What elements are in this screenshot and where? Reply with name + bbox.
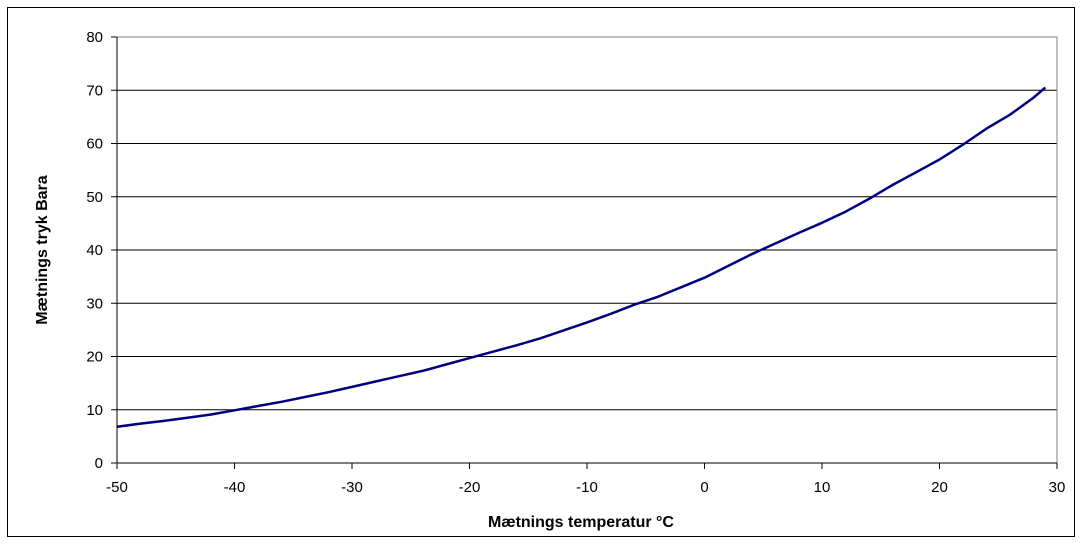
x-tick-label: -50 [106,479,128,496]
y-tick-label: 10 [86,402,103,419]
y-tick-label: 20 [86,349,103,366]
y-axis-title: Mætnings tryk Bara [34,175,51,324]
y-tick-label: 60 [86,136,103,153]
y-tick-label: 70 [86,82,103,99]
x-axis-title: Mætnings temperatur °C [488,514,674,531]
axes [116,37,1057,464]
x-tick-labels: -50 -40 -30 -20 -10 0 10 20 30 [106,479,1065,496]
x-tick-label: 30 [1049,479,1066,496]
y-tick-label: 80 [86,29,103,46]
series-layer [116,86,1047,429]
gridlines [111,36,1058,469]
chart-frame [7,7,1075,537]
x-tick-label: -30 [341,479,363,496]
y-tick-labels: 0 10 20 30 40 50 60 70 80 [86,29,103,472]
y-tick-label: 40 [86,242,103,259]
x-tick-label: -10 [576,479,598,496]
x-tick-label: -40 [224,479,246,496]
y-tick-label: 50 [86,189,103,206]
x-tick-label: -20 [459,479,481,496]
x-tick-label: 0 [700,479,708,496]
x-tick-label: 20 [931,479,948,496]
x-tick-label: 10 [814,479,831,496]
series-line [116,86,1047,429]
y-tick-label: 30 [86,295,103,312]
y-tick-label: 0 [95,455,103,472]
